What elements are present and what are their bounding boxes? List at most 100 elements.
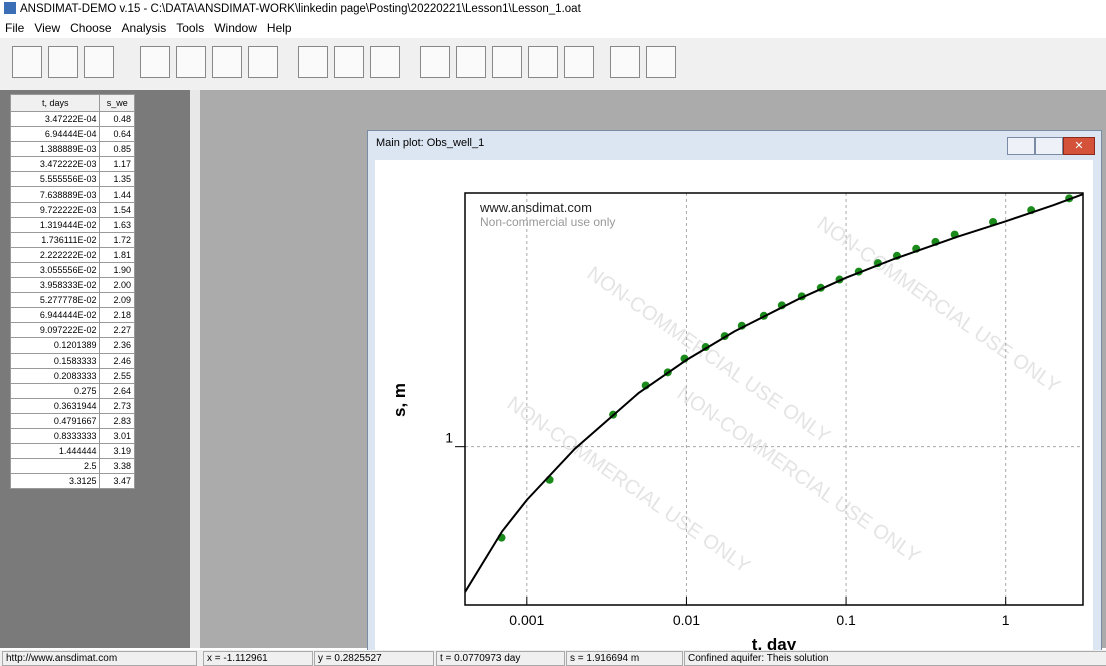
minimize-button[interactable] — [1007, 137, 1035, 155]
toolbar-button[interactable] — [248, 46, 278, 78]
table-cell: 3.3125 — [11, 474, 100, 489]
toolbar-button[interactable] — [492, 46, 522, 78]
window-title: ANSDIMAT-DEMO v.15 - C:\DATA\ANSDIMAT-WO… — [20, 3, 581, 15]
table-cell: 0.48 — [100, 112, 135, 127]
x-tick-label: 1 — [1002, 612, 1010, 628]
table-cell: 2.46 — [100, 353, 135, 368]
table-cell: 3.47 — [100, 474, 135, 489]
table-cell: 5.555556E-03 — [11, 172, 100, 187]
maximize-button[interactable] — [1035, 137, 1063, 155]
column-header: s_we — [100, 95, 135, 112]
toolbar-button[interactable] — [646, 46, 676, 78]
plot-window: Main plot: Obs_well_1 ✕ NON-COMMERCIAL U… — [367, 130, 1102, 652]
x-tick-label: 0.1 — [836, 612, 856, 628]
status-bar: http://www.ansdimat.com x = -1.112961 y … — [0, 650, 1106, 666]
menu-item[interactable]: Tools — [176, 21, 204, 35]
toolbar-button[interactable] — [48, 46, 78, 78]
table-cell: 2.73 — [100, 398, 135, 413]
table-cell: 3.958333E-02 — [11, 278, 100, 293]
table-cell: 2.222222E-02 — [11, 247, 100, 262]
table-cell: 0.2083333 — [11, 368, 100, 383]
toolbar-button[interactable] — [420, 46, 450, 78]
app: ANSDIMAT-DEMO v.15 - C:\DATA\ANSDIMAT-WO… — [0, 0, 1106, 666]
menu-item[interactable]: View — [34, 21, 60, 35]
app-icon — [4, 2, 16, 14]
status-field: y = 0.2825527 — [314, 651, 434, 666]
status-field: x = -1.112961 — [203, 651, 313, 666]
toolbar — [0, 38, 1106, 91]
table-cell: 0.64 — [100, 127, 135, 142]
title-bar: ANSDIMAT-DEMO v.15 - C:\DATA\ANSDIMAT-WO… — [0, 0, 1106, 19]
table-cell: 0.275 — [11, 383, 100, 398]
annotation: www.ansdimat.com — [479, 200, 592, 215]
toolbar-button[interactable] — [212, 46, 242, 78]
y-axis-label: s, m — [390, 383, 409, 417]
toolbar-button[interactable] — [610, 46, 640, 78]
annotation: Non-commercial use only — [480, 215, 615, 229]
toolbar-button[interactable] — [456, 46, 486, 78]
table-cell: 0.85 — [100, 142, 135, 157]
toolbar-button[interactable] — [370, 46, 400, 78]
toolbar-button[interactable] — [84, 46, 114, 78]
toolbar-button[interactable] — [12, 46, 42, 78]
close-button[interactable]: ✕ — [1063, 137, 1095, 155]
menu-item[interactable]: File — [5, 21, 24, 35]
toolbar-button[interactable] — [564, 46, 594, 78]
y-tick-label: 1 — [445, 430, 453, 446]
table-cell: 3.47222E-04 — [11, 112, 100, 127]
toolbar-button[interactable] — [298, 46, 328, 78]
plot-window-title: Main plot: Obs_well_1 — [376, 137, 484, 149]
x-tick-label: 0.01 — [673, 612, 700, 628]
table-row: 0.47916672.83 — [11, 413, 135, 428]
table-cell: 1.44 — [100, 187, 135, 202]
table-cell: 3.38 — [100, 459, 135, 474]
table-cell: 1.388889E-03 — [11, 142, 100, 157]
table-cell: 6.94444E-04 — [11, 127, 100, 142]
table-cell: 0.1583333 — [11, 353, 100, 368]
status-field: t = 0.0770973 day — [436, 651, 565, 666]
menu-item[interactable]: Help — [267, 21, 292, 35]
table-cell: 6.944444E-02 — [11, 308, 100, 323]
table-cell: 1.319444E-02 — [11, 217, 100, 232]
x-axis-label: t, day — [752, 635, 797, 651]
toolbar-button[interactable] — [334, 46, 364, 78]
table-cell: 0.8333333 — [11, 428, 100, 443]
status-field: http://www.ansdimat.com — [2, 651, 197, 666]
table-cell: 1.17 — [100, 157, 135, 172]
table-cell: 2.64 — [100, 383, 135, 398]
toolbar-button[interactable] — [140, 46, 170, 78]
table-cell: 1.90 — [100, 262, 135, 277]
table-cell: 1.72 — [100, 232, 135, 247]
chart-background — [375, 160, 1093, 651]
table-cell: 1.35 — [100, 172, 135, 187]
table-cell: 2.36 — [100, 338, 135, 353]
table-cell: 2.5 — [11, 459, 100, 474]
table-cell: 0.3631944 — [11, 398, 100, 413]
toolbar-button[interactable] — [176, 46, 206, 78]
menu-item[interactable]: Choose — [70, 21, 111, 35]
menu-item[interactable]: Analysis — [122, 21, 167, 35]
toolbar-button[interactable] — [528, 46, 558, 78]
table-cell: 1.63 — [100, 217, 135, 232]
menu-item[interactable]: Window — [214, 21, 257, 35]
